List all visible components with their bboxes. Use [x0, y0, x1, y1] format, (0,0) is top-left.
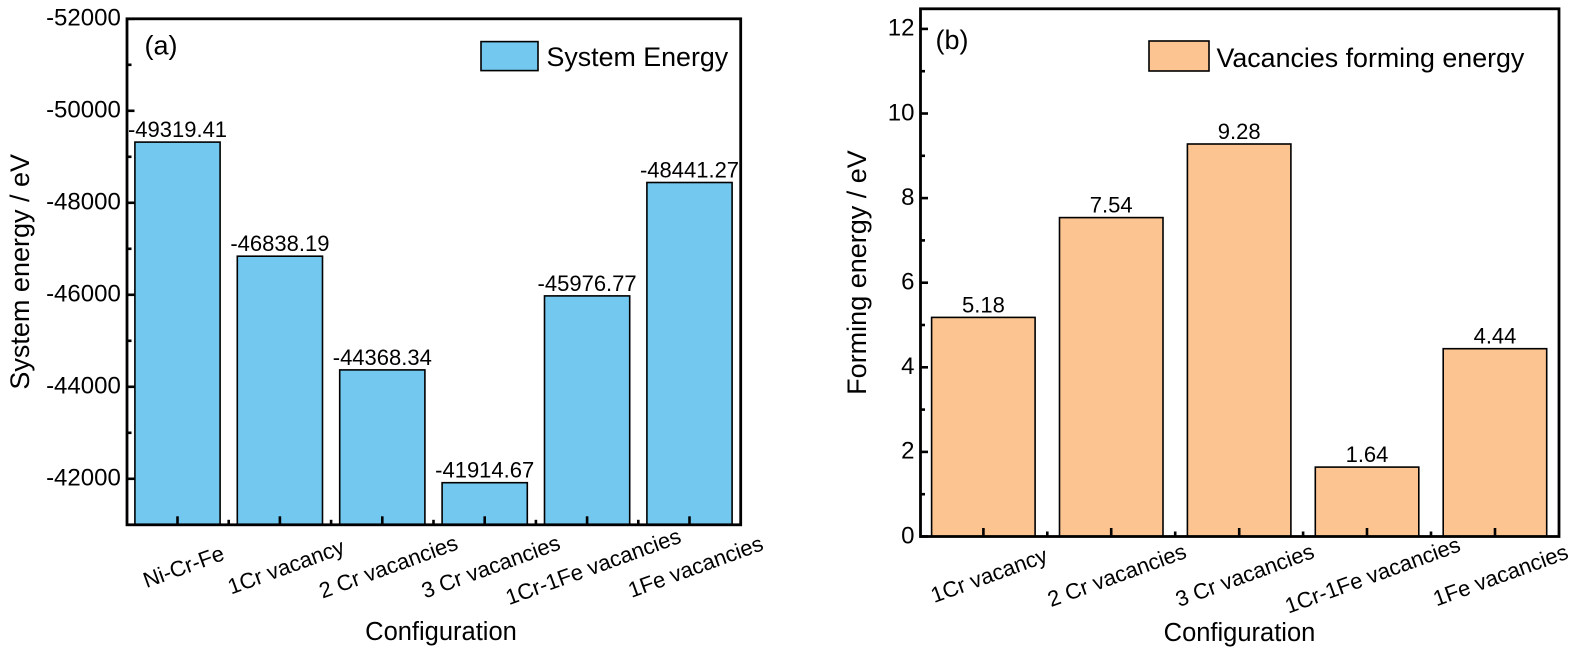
- svg-text:-52000: -52000: [46, 5, 121, 32]
- svg-text:Configuration: Configuration: [1164, 619, 1316, 647]
- svg-text:Configuration: Configuration: [365, 618, 517, 646]
- svg-text:System Energy: System Energy: [547, 42, 729, 72]
- svg-text:7.54: 7.54: [1090, 193, 1133, 218]
- svg-text:-45976.77: -45976.77: [538, 271, 637, 296]
- svg-text:-42000: -42000: [46, 465, 121, 492]
- svg-text:2: 2: [901, 438, 914, 465]
- svg-text:-48000: -48000: [46, 189, 121, 216]
- svg-text:-41914.67: -41914.67: [435, 458, 534, 483]
- svg-text:5.18: 5.18: [962, 292, 1005, 317]
- svg-text:(a): (a): [145, 31, 178, 61]
- svg-text:9.28: 9.28: [1218, 119, 1261, 144]
- svg-text:6: 6: [901, 269, 914, 296]
- svg-text:System energy / eV: System energy / eV: [5, 154, 35, 390]
- svg-text:-50000: -50000: [46, 97, 121, 124]
- svg-text:Vacancies forming energy: Vacancies forming energy: [1217, 43, 1525, 73]
- svg-text:-44368.34: -44368.34: [333, 345, 432, 370]
- svg-text:4: 4: [901, 353, 914, 380]
- svg-text:4.44: 4.44: [1474, 324, 1517, 349]
- svg-text:-49319.41: -49319.41: [128, 117, 227, 142]
- svg-text:0: 0: [901, 522, 914, 549]
- svg-text:12: 12: [888, 15, 915, 42]
- svg-text:-46838.19: -46838.19: [230, 231, 329, 256]
- svg-text:(b): (b): [936, 25, 969, 55]
- svg-text:10: 10: [888, 99, 915, 126]
- svg-text:-46000: -46000: [46, 281, 121, 308]
- svg-text:Forming energy / eV: Forming energy / eV: [842, 150, 872, 395]
- svg-text:-44000: -44000: [46, 373, 121, 400]
- svg-text:8: 8: [901, 184, 914, 211]
- svg-text:-48441.27: -48441.27: [640, 158, 739, 183]
- svg-text:1.64: 1.64: [1346, 442, 1389, 467]
